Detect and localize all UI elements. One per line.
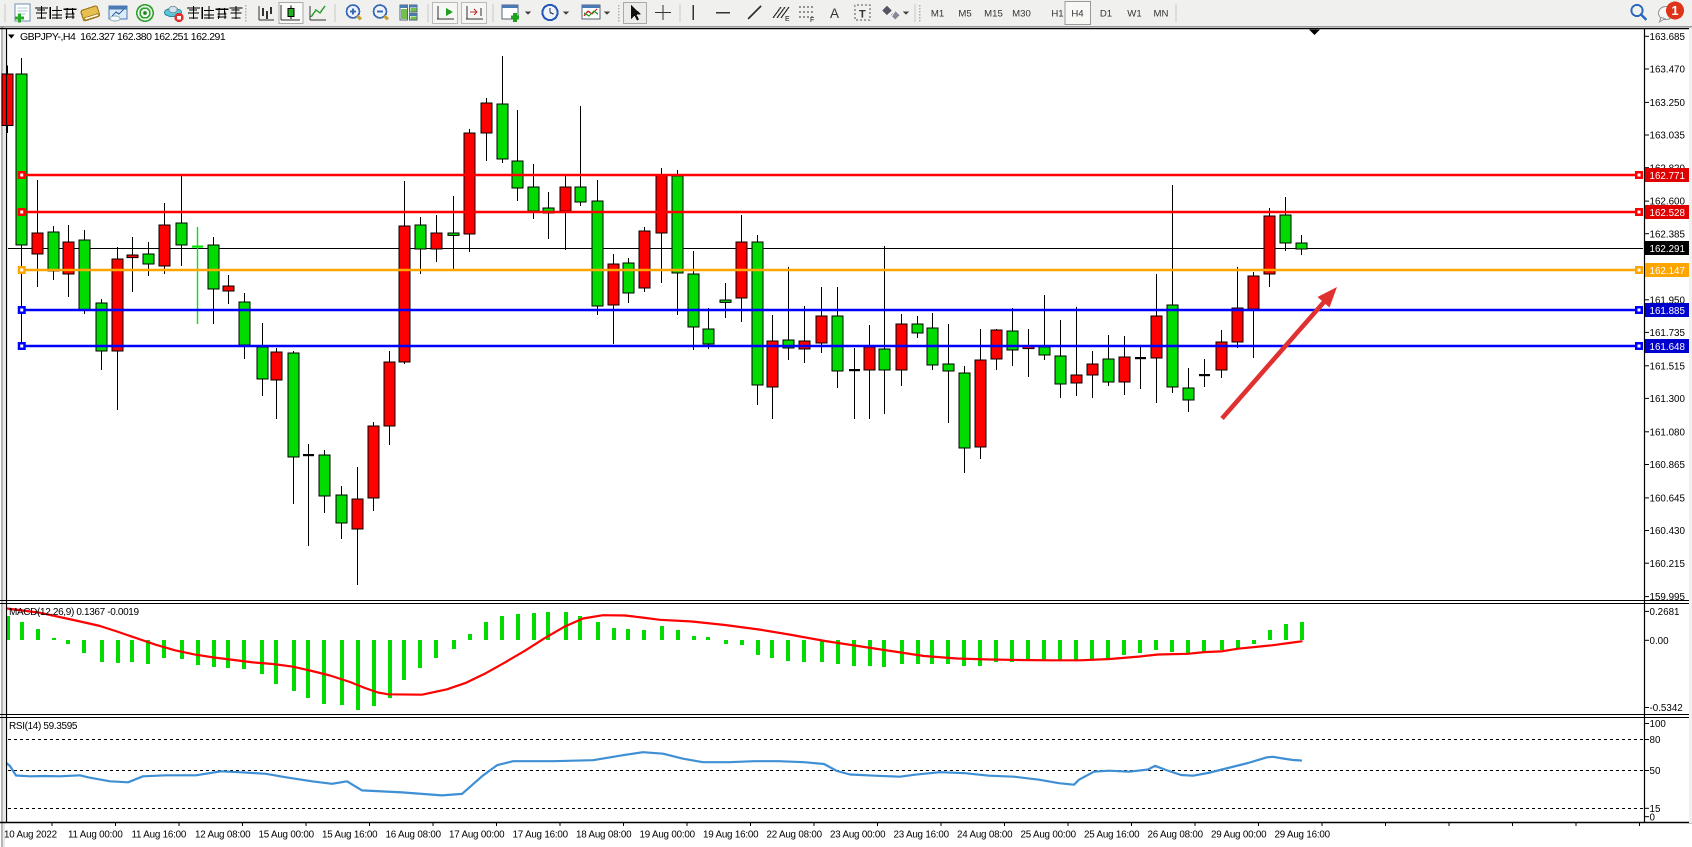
svg-text:MN: MN bbox=[1154, 9, 1169, 20]
svg-text:22 Aug 08:00: 22 Aug 08:00 bbox=[767, 830, 823, 841]
svg-text:160.865: 160.865 bbox=[1650, 460, 1686, 471]
svg-text:E: E bbox=[785, 16, 790, 23]
svg-text:162.528: 162.528 bbox=[1650, 208, 1686, 219]
svg-text:19 Aug 16:00: 19 Aug 16:00 bbox=[703, 830, 759, 841]
svg-text:0.2681: 0.2681 bbox=[1650, 607, 1680, 618]
svg-text:160.645: 160.645 bbox=[1650, 494, 1686, 505]
svg-text:161.515: 161.515 bbox=[1650, 361, 1686, 372]
svg-text:163.685: 163.685 bbox=[1650, 32, 1686, 43]
svg-text:23 Aug 00:00: 23 Aug 00:00 bbox=[830, 830, 886, 841]
svg-text:29 Aug 00:00: 29 Aug 00:00 bbox=[1211, 830, 1267, 841]
svg-text:24 Aug 08:00: 24 Aug 08:00 bbox=[957, 830, 1013, 841]
svg-text:162.291: 162.291 bbox=[1650, 244, 1685, 255]
svg-text:162.771: 162.771 bbox=[1650, 171, 1685, 182]
svg-text:12 Aug 08:00: 12 Aug 08:00 bbox=[195, 830, 251, 841]
svg-text:159.995: 159.995 bbox=[1650, 592, 1686, 603]
svg-text:W1: W1 bbox=[1127, 9, 1141, 20]
svg-text:23 Aug 16:00: 23 Aug 16:00 bbox=[894, 830, 950, 841]
svg-text:160.215: 160.215 bbox=[1650, 559, 1686, 570]
svg-text:161.885: 161.885 bbox=[1650, 306, 1686, 317]
svg-text:MACD(12,26,9) 0.1367 -0.0019: MACD(12,26,9) 0.1367 -0.0019 bbox=[9, 607, 140, 618]
svg-text:29 Aug 16:00: 29 Aug 16:00 bbox=[1275, 830, 1331, 841]
svg-text:11 Aug 00:00: 11 Aug 00:00 bbox=[68, 830, 123, 841]
svg-text:M15: M15 bbox=[984, 9, 1003, 20]
svg-text:GBPJPY-,H4 162.327 162.380 16: GBPJPY-,H4 162.327 162.380 162.251 162.2… bbox=[20, 31, 226, 43]
svg-text:F: F bbox=[810, 17, 814, 24]
svg-text:-0.5342: -0.5342 bbox=[1650, 703, 1683, 714]
svg-text:1: 1 bbox=[1671, 3, 1678, 18]
svg-text:16 Aug 08:00: 16 Aug 08:00 bbox=[386, 830, 442, 841]
svg-text:50: 50 bbox=[1650, 766, 1661, 777]
svg-text:A: A bbox=[830, 6, 839, 21]
svg-text:163.250: 163.250 bbox=[1650, 98, 1686, 109]
svg-text:11 Aug 16:00: 11 Aug 16:00 bbox=[132, 830, 187, 841]
svg-text:25 Aug 00:00: 25 Aug 00:00 bbox=[1021, 830, 1077, 841]
svg-text:15: 15 bbox=[1650, 804, 1661, 815]
svg-text:15 Aug 00:00: 15 Aug 00:00 bbox=[259, 830, 315, 841]
svg-text:163.470: 163.470 bbox=[1650, 65, 1686, 76]
svg-text:T: T bbox=[859, 9, 866, 21]
svg-text:161.300: 161.300 bbox=[1650, 394, 1686, 405]
svg-text:17 Aug 00:00: 17 Aug 00:00 bbox=[449, 830, 505, 841]
svg-text:163.035: 163.035 bbox=[1650, 131, 1686, 142]
svg-text:162.385: 162.385 bbox=[1650, 229, 1686, 240]
svg-text:M1: M1 bbox=[931, 9, 944, 20]
svg-text:0.00: 0.00 bbox=[1650, 636, 1670, 647]
svg-text:M5: M5 bbox=[958, 9, 971, 20]
svg-text:15 Aug 16:00: 15 Aug 16:00 bbox=[322, 830, 378, 841]
svg-text:100: 100 bbox=[1650, 719, 1667, 730]
svg-text:80: 80 bbox=[1650, 735, 1661, 746]
svg-text:19 Aug 00:00: 19 Aug 00:00 bbox=[640, 830, 696, 841]
svg-text:26 Aug 08:00: 26 Aug 08:00 bbox=[1148, 830, 1204, 841]
svg-text:RSI(14) 59.3595: RSI(14) 59.3595 bbox=[9, 721, 78, 732]
svg-text:162.147: 162.147 bbox=[1650, 266, 1685, 277]
svg-text:18 Aug 08:00: 18 Aug 08:00 bbox=[576, 830, 632, 841]
svg-text:161.735: 161.735 bbox=[1650, 328, 1686, 339]
svg-text:H4: H4 bbox=[1071, 9, 1084, 20]
svg-text:161.080: 161.080 bbox=[1650, 427, 1686, 438]
svg-text:H1: H1 bbox=[1051, 9, 1063, 20]
svg-text:162.600: 162.600 bbox=[1650, 197, 1686, 208]
svg-text:161.950: 161.950 bbox=[1650, 295, 1686, 306]
svg-text:D1: D1 bbox=[1100, 9, 1112, 20]
svg-text:25 Aug 16:00: 25 Aug 16:00 bbox=[1084, 830, 1140, 841]
svg-text:160.430: 160.430 bbox=[1650, 526, 1686, 537]
svg-text:0: 0 bbox=[1650, 812, 1656, 823]
svg-text:17 Aug 16:00: 17 Aug 16:00 bbox=[513, 830, 569, 841]
svg-text:M30: M30 bbox=[1012, 9, 1031, 20]
svg-text:10 Aug 2022: 10 Aug 2022 bbox=[4, 830, 57, 841]
svg-text:161.648: 161.648 bbox=[1650, 342, 1686, 353]
